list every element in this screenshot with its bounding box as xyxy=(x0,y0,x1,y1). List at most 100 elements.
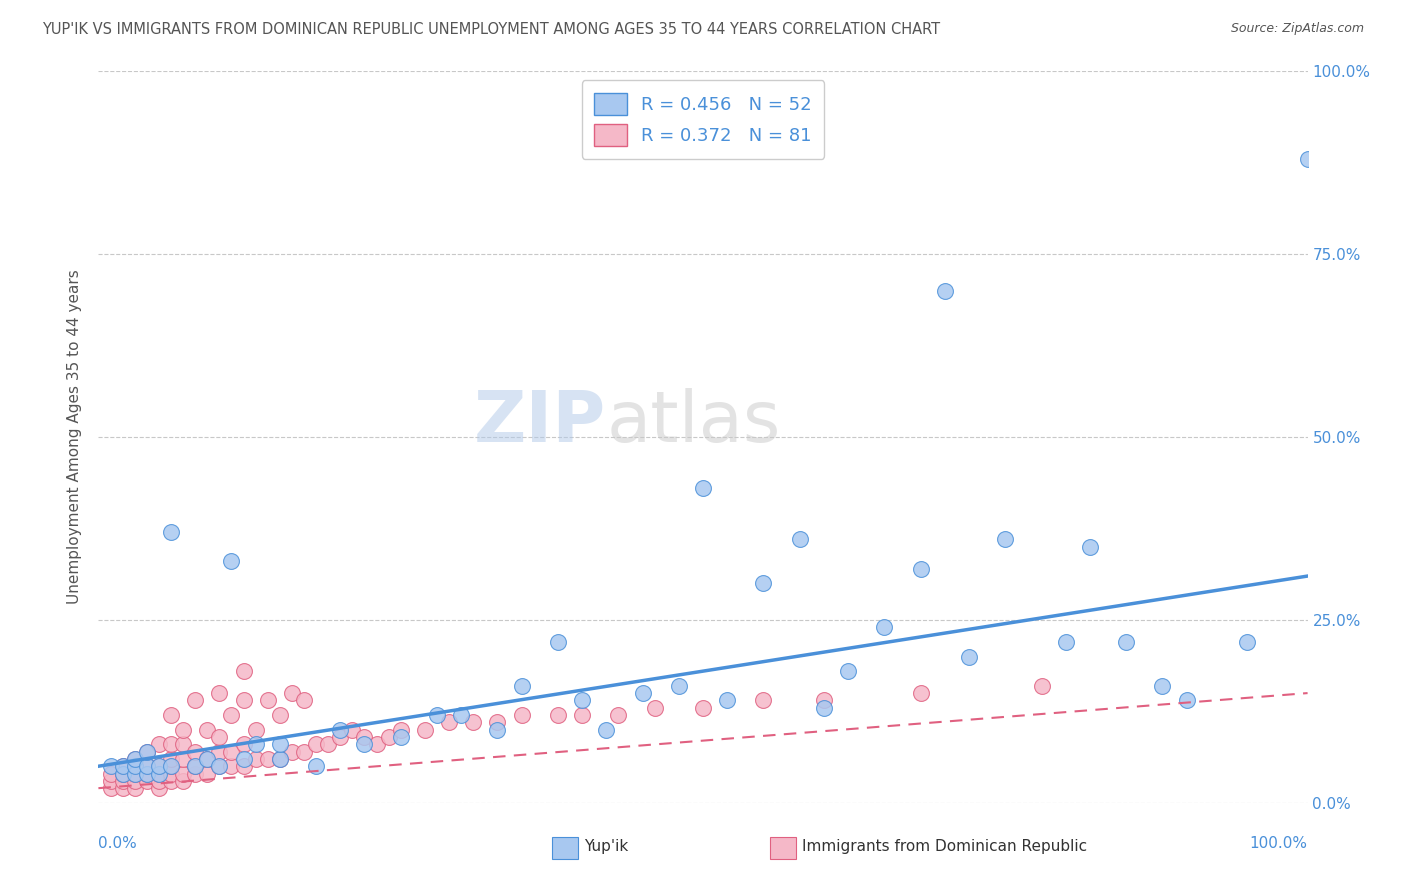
Point xyxy=(124,759,146,773)
Point xyxy=(148,766,170,780)
Point xyxy=(281,686,304,700)
Point xyxy=(571,708,593,723)
Point xyxy=(269,708,291,723)
Point xyxy=(232,693,254,707)
Point xyxy=(232,737,254,751)
Point xyxy=(957,649,980,664)
Point xyxy=(910,686,932,700)
Point xyxy=(160,737,183,751)
Point xyxy=(463,715,485,730)
Point xyxy=(111,773,134,788)
Point xyxy=(172,752,194,766)
Point xyxy=(353,730,375,744)
Point xyxy=(148,737,170,751)
Legend: R = 0.456   N = 52, R = 0.372   N = 81: R = 0.456 N = 52, R = 0.372 N = 81 xyxy=(582,80,824,159)
Point xyxy=(547,635,569,649)
Point xyxy=(100,781,122,796)
Point xyxy=(100,759,122,773)
Text: 0.0%: 0.0% xyxy=(98,836,138,851)
Point xyxy=(111,781,134,796)
Point xyxy=(510,708,533,723)
Point xyxy=(269,737,291,751)
Point xyxy=(148,759,170,773)
Point xyxy=(692,481,714,495)
Point xyxy=(135,759,157,773)
Text: ZIP: ZIP xyxy=(474,388,606,457)
Point xyxy=(208,759,231,773)
Point xyxy=(353,737,375,751)
Point xyxy=(1175,693,1198,707)
Point xyxy=(292,745,315,759)
Text: atlas: atlas xyxy=(606,388,780,457)
Point xyxy=(148,766,170,780)
Point xyxy=(256,693,278,707)
Point xyxy=(752,576,775,591)
Point xyxy=(232,664,254,678)
Point xyxy=(135,745,157,759)
Point xyxy=(221,759,243,773)
Point xyxy=(269,752,291,766)
Point xyxy=(873,620,896,634)
Point xyxy=(413,723,436,737)
Point xyxy=(1296,152,1319,166)
Point xyxy=(426,708,449,723)
Point xyxy=(813,693,835,707)
Point xyxy=(221,554,243,568)
Point xyxy=(1031,679,1053,693)
Point xyxy=(135,766,157,780)
Point xyxy=(910,562,932,576)
Point xyxy=(389,723,412,737)
Point xyxy=(934,284,956,298)
Bar xyxy=(769,838,796,859)
Point xyxy=(184,745,207,759)
Point xyxy=(111,759,134,773)
Point xyxy=(124,752,146,766)
Point xyxy=(135,759,157,773)
Point xyxy=(631,686,654,700)
Point xyxy=(510,679,533,693)
Point xyxy=(292,693,315,707)
Point xyxy=(172,737,194,751)
Point xyxy=(124,766,146,780)
Point xyxy=(135,766,157,780)
Point xyxy=(184,759,207,773)
Text: Immigrants from Dominican Republic: Immigrants from Dominican Republic xyxy=(803,839,1087,855)
Point xyxy=(281,745,304,759)
Point xyxy=(547,708,569,723)
Point xyxy=(692,700,714,714)
Point xyxy=(752,693,775,707)
Point xyxy=(813,700,835,714)
Y-axis label: Unemployment Among Ages 35 to 44 years: Unemployment Among Ages 35 to 44 years xyxy=(67,269,83,605)
Point xyxy=(377,730,399,744)
Bar xyxy=(551,838,578,859)
Point xyxy=(111,766,134,780)
Point xyxy=(160,766,183,780)
Text: YUP'IK VS IMMIGRANTS FROM DOMINICAN REPUBLIC UNEMPLOYMENT AMONG AGES 35 TO 44 YE: YUP'IK VS IMMIGRANTS FROM DOMINICAN REPU… xyxy=(42,22,941,37)
Point xyxy=(716,693,738,707)
Point xyxy=(232,759,254,773)
Point xyxy=(305,759,328,773)
Text: 100.0%: 100.0% xyxy=(1250,836,1308,851)
Point xyxy=(595,723,617,737)
Point xyxy=(245,723,267,737)
Point xyxy=(100,766,122,780)
Point xyxy=(644,700,666,714)
Point xyxy=(100,773,122,788)
Point xyxy=(184,766,207,780)
Point xyxy=(172,766,194,780)
Point xyxy=(195,723,218,737)
Point xyxy=(329,723,352,737)
Point xyxy=(389,730,412,744)
Point xyxy=(172,723,194,737)
Point xyxy=(160,708,183,723)
Point xyxy=(184,759,207,773)
Point xyxy=(450,708,472,723)
Point xyxy=(256,752,278,766)
Point xyxy=(195,752,218,766)
Point xyxy=(221,745,243,759)
Point xyxy=(1115,635,1137,649)
Point xyxy=(269,752,291,766)
Point xyxy=(148,759,170,773)
Point xyxy=(1236,635,1258,649)
Point xyxy=(111,759,134,773)
